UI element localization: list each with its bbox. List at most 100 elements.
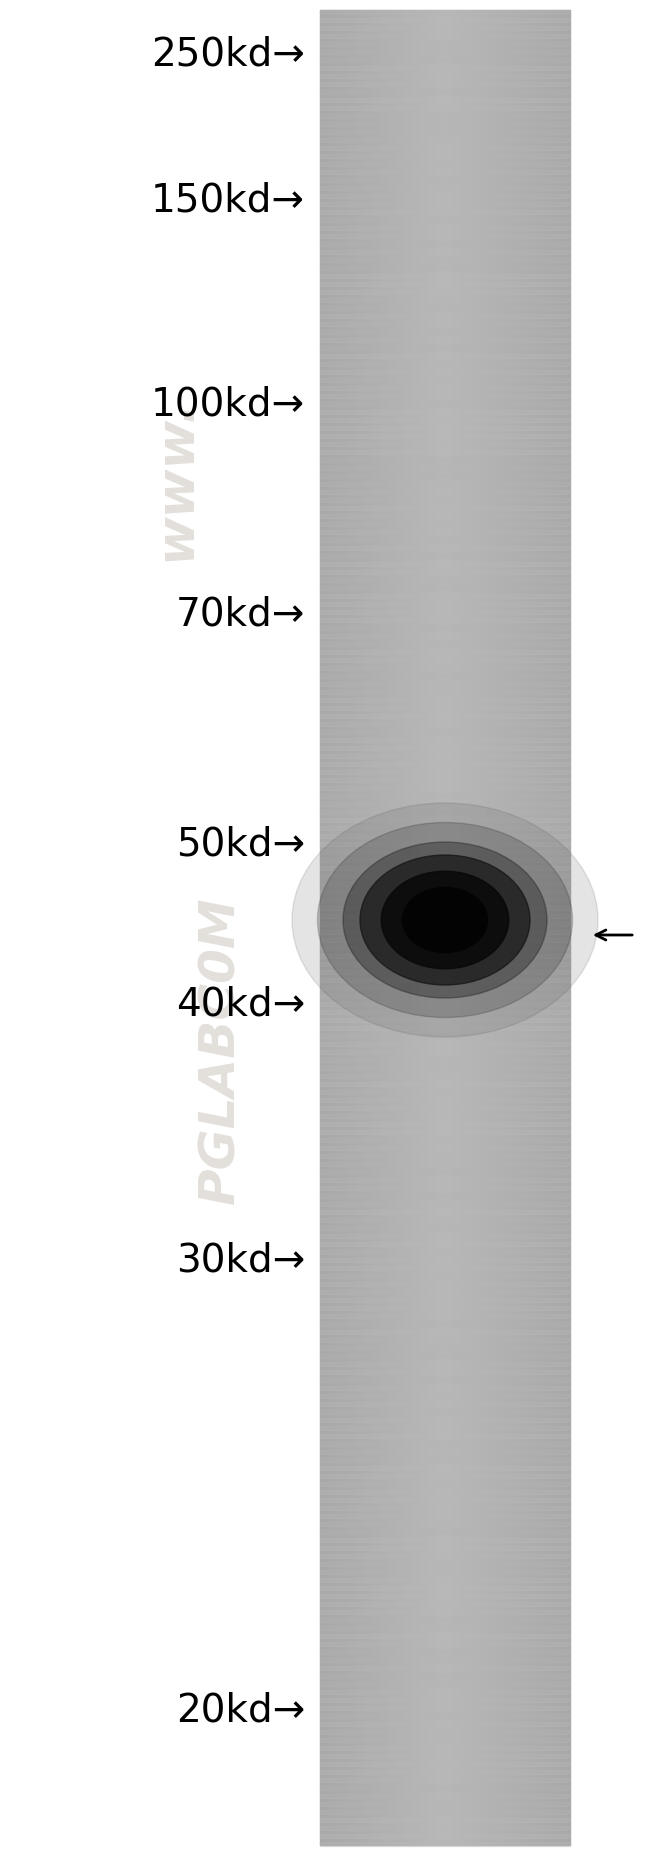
Bar bbox=[320, 1146, 570, 1150]
Bar bbox=[320, 1081, 570, 1085]
Bar bbox=[320, 939, 570, 942]
Bar bbox=[320, 410, 570, 414]
Bar bbox=[320, 330, 570, 334]
Bar bbox=[320, 1499, 570, 1503]
Bar bbox=[320, 569, 570, 573]
Bar bbox=[320, 82, 570, 85]
Bar bbox=[320, 202, 570, 206]
Bar bbox=[320, 722, 570, 725]
Ellipse shape bbox=[292, 803, 598, 1037]
Bar bbox=[320, 1562, 570, 1566]
Bar bbox=[320, 1243, 570, 1247]
Bar bbox=[320, 770, 570, 774]
Bar bbox=[320, 603, 570, 607]
Bar bbox=[320, 794, 570, 798]
Bar bbox=[320, 338, 570, 341]
Text: 50kd→: 50kd→ bbox=[176, 825, 305, 864]
Bar bbox=[320, 1298, 570, 1302]
Bar bbox=[320, 1033, 570, 1039]
Bar bbox=[320, 1306, 570, 1310]
Bar bbox=[320, 521, 570, 527]
Bar bbox=[320, 514, 570, 518]
Bar bbox=[320, 219, 570, 223]
Bar bbox=[320, 1842, 570, 1846]
Bar bbox=[320, 50, 570, 54]
Bar bbox=[320, 714, 570, 718]
Bar bbox=[320, 19, 570, 22]
Bar bbox=[320, 313, 570, 317]
Bar bbox=[320, 562, 570, 566]
Bar bbox=[320, 1746, 570, 1749]
Bar bbox=[320, 106, 570, 109]
Bar bbox=[320, 890, 570, 894]
Bar bbox=[320, 1538, 570, 1542]
Bar bbox=[320, 1282, 570, 1286]
Bar bbox=[320, 673, 570, 677]
Bar bbox=[320, 811, 570, 814]
Bar bbox=[320, 1330, 570, 1334]
Bar bbox=[320, 306, 570, 310]
Bar bbox=[320, 963, 570, 966]
Bar bbox=[320, 946, 570, 950]
Bar bbox=[320, 1673, 570, 1679]
Bar bbox=[320, 610, 570, 614]
Bar bbox=[320, 1475, 570, 1478]
Bar bbox=[320, 490, 570, 493]
Bar bbox=[320, 1731, 570, 1734]
Bar bbox=[320, 915, 570, 918]
Bar bbox=[320, 531, 570, 534]
Bar bbox=[320, 1137, 570, 1143]
Bar bbox=[320, 1569, 570, 1575]
Text: PGLABC0M: PGLABC0M bbox=[196, 896, 244, 1204]
Bar bbox=[320, 690, 570, 694]
Bar bbox=[320, 1057, 570, 1063]
Bar bbox=[320, 1579, 570, 1582]
Bar bbox=[320, 1770, 570, 1773]
Bar bbox=[320, 1043, 570, 1046]
Bar bbox=[320, 1441, 570, 1447]
Bar bbox=[320, 1593, 570, 1597]
Bar bbox=[320, 1354, 570, 1358]
Bar bbox=[320, 1762, 570, 1766]
Bar bbox=[320, 625, 570, 631]
Bar bbox=[320, 1386, 570, 1389]
Bar bbox=[320, 1682, 570, 1686]
Bar bbox=[320, 1018, 570, 1022]
Bar bbox=[320, 1337, 570, 1341]
Bar bbox=[320, 58, 570, 61]
Bar bbox=[320, 282, 570, 286]
Bar bbox=[320, 67, 570, 70]
Bar bbox=[320, 466, 570, 469]
Bar bbox=[320, 386, 570, 390]
Bar bbox=[320, 801, 570, 807]
Text: 250kd→: 250kd→ bbox=[151, 35, 305, 74]
Bar bbox=[320, 441, 570, 445]
Bar bbox=[320, 545, 570, 549]
Text: 150kd→: 150kd→ bbox=[151, 182, 305, 219]
Bar bbox=[320, 178, 570, 182]
Bar bbox=[320, 258, 570, 262]
Text: 20kd→: 20kd→ bbox=[176, 1692, 305, 1729]
Bar bbox=[320, 9, 570, 15]
Bar bbox=[320, 594, 570, 597]
Bar bbox=[320, 850, 570, 853]
Bar bbox=[320, 1451, 570, 1454]
Bar bbox=[320, 1202, 570, 1206]
Bar bbox=[320, 1554, 570, 1558]
Bar bbox=[320, 1106, 570, 1109]
Bar bbox=[320, 417, 570, 421]
Bar bbox=[320, 1610, 570, 1614]
Bar bbox=[320, 825, 570, 829]
Bar bbox=[320, 922, 570, 926]
Bar bbox=[320, 579, 570, 582]
Bar bbox=[320, 451, 570, 454]
Bar bbox=[320, 1649, 570, 1655]
Bar bbox=[320, 506, 570, 510]
Bar bbox=[320, 122, 570, 126]
Bar bbox=[320, 482, 570, 486]
Text: 30kd→: 30kd→ bbox=[176, 1241, 305, 1278]
Bar bbox=[320, 649, 570, 655]
Bar bbox=[320, 1618, 570, 1621]
Bar bbox=[320, 265, 570, 271]
Bar bbox=[320, 835, 570, 838]
